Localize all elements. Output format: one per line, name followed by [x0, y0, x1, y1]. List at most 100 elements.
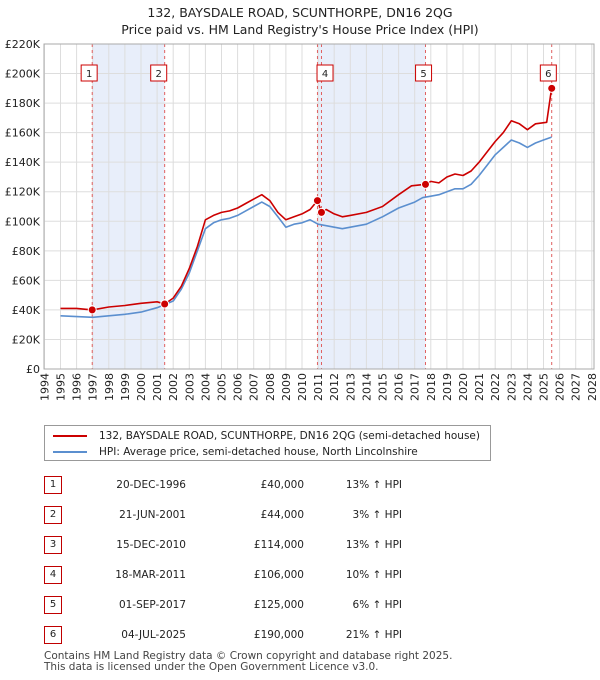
chart-badge-box [316, 64, 334, 82]
x-tick-label: 2015 [377, 373, 390, 401]
sale-number-badge: 5 [44, 596, 62, 614]
shaded-range [92, 44, 165, 369]
x-tick-label: 2006 [232, 373, 245, 401]
y-tick-label: £0 [26, 363, 40, 376]
y-tick-label: £120K [5, 186, 41, 199]
x-tick-label: 2007 [248, 373, 261, 401]
sale-number-badge: 4 [44, 566, 62, 584]
sale-number-badge: 2 [44, 506, 62, 524]
sale-number-badge: 3 [44, 536, 62, 554]
chart-badge-label: 2 [156, 69, 162, 80]
footer: Contains HM Land Registry data © Crown c… [44, 651, 452, 673]
x-tick-label: 2020 [457, 373, 470, 401]
sale-date: 04-JUL-2025 [121, 629, 186, 641]
sale-price: £125,000 [253, 599, 304, 611]
sale-date: 21-JUN-2001 [119, 509, 186, 521]
sale-marker [316, 207, 326, 217]
x-tick-label: 1996 [71, 373, 84, 401]
y-tick-label: £220K [5, 38, 41, 51]
sale-date: 20-DEC-1996 [116, 479, 186, 491]
legend-label-hpi: HPI: Average price, semi-detached house,… [99, 446, 418, 458]
x-tick-label: 2027 [570, 373, 583, 401]
chart-badge-label: 1 [86, 69, 92, 80]
y-tick-label: £20K [12, 333, 41, 346]
legend-item-hpi: HPI: Average price, semi-detached house,… [53, 444, 418, 460]
sale-marker [420, 179, 430, 189]
sale-marker [87, 305, 97, 315]
sale-date: 15-DEC-2010 [116, 539, 186, 551]
sale-price: £44,000 [260, 509, 304, 521]
x-tick-label: 2003 [183, 373, 196, 401]
sale-price: £190,000 [253, 629, 304, 641]
sale-number-badge: 1 [44, 476, 62, 494]
shaded-ranges [92, 44, 426, 369]
x-tick-label: 1998 [103, 373, 116, 401]
y-tick-label: £200K [5, 68, 41, 81]
sale-marker [160, 299, 170, 309]
x-tick-label: 2025 [538, 373, 551, 401]
x-tick-label: 2013 [344, 373, 357, 401]
sale-badges: 1 2 4 5 6 [80, 64, 557, 82]
x-tick-label: 2012 [328, 373, 341, 401]
legend-swatch-hpi [53, 451, 87, 453]
plot-border [43, 43, 595, 370]
table-row: 2 21-JUN-2001 £44,000 3% ↑ HPI [44, 506, 444, 526]
sale-price: £40,000 [260, 479, 304, 491]
x-tick-label: 2021 [473, 373, 486, 401]
x-tick-label: 2014 [360, 373, 373, 401]
table-row: 5 01-SEP-2017 £125,000 6% ↑ HPI [44, 596, 444, 616]
y-tick-label: £140K [5, 156, 41, 169]
table-row: 6 04-JUL-2025 £190,000 21% ↑ HPI [44, 626, 444, 646]
legend-swatch-property [53, 435, 87, 437]
x-tick-label: 2008 [264, 373, 277, 401]
chart-badge-box [150, 64, 168, 82]
x-tick-label: 2018 [425, 373, 438, 401]
sale-marker [547, 83, 557, 93]
y-tick-label: £160K [5, 127, 41, 140]
x-tick-label: 2011 [312, 373, 325, 401]
sale-marker [312, 196, 322, 206]
chart-badge-box [80, 64, 98, 82]
x-tick-label: 2024 [521, 373, 534, 401]
sale-hpi-diff: 13% ↑ HPI [345, 479, 402, 491]
x-tick-label: 2019 [441, 373, 454, 401]
sale-markers [87, 83, 557, 315]
x-tick-label: 1997 [87, 373, 100, 401]
table-row: 4 18-MAR-2011 £106,000 10% ↑ HPI [44, 566, 444, 586]
x-tick-label: 2010 [296, 373, 309, 401]
sale-hpi-diff: 21% ↑ HPI [345, 629, 402, 641]
footer-line1: Contains HM Land Registry data © Crown c… [44, 650, 453, 662]
chart-badge-box [539, 64, 557, 82]
hpi-line [60, 136, 552, 319]
sale-hpi-diff: 3% ↑ HPI [352, 509, 402, 521]
x-tick-label: 2017 [409, 373, 422, 401]
table-row: 3 15-DEC-2010 £114,000 13% ↑ HPI [44, 536, 444, 556]
legend-item-property: 132, BAYSDALE ROAD, SCUNTHORPE, DN16 2QG… [53, 428, 480, 444]
x-tick-labels: 1994 1995 1996 1997 1998 1999 2000 2001 2002 2003… [38, 373, 598, 401]
sale-vertical-lines [91, 44, 553, 369]
sale-hpi-diff: 6% ↑ HPI [352, 599, 402, 611]
sale-hpi-diff: 13% ↑ HPI [345, 539, 402, 551]
x-tick-label: 2023 [505, 373, 518, 401]
x-tick-label: 2000 [135, 373, 148, 401]
x-tick-label: 1999 [119, 373, 132, 401]
chart-title: 132, BAYSDALE ROAD, SCUNTHORPE, DN16 2QG… [0, 4, 600, 38]
legend: 132, BAYSDALE ROAD, SCUNTHORPE, DN16 2QG… [44, 425, 491, 461]
x-tick-label: 2004 [199, 373, 212, 401]
sale-number-badge: 6 [44, 626, 62, 644]
x-tick-label: 2028 [586, 373, 599, 401]
sale-date: 01-SEP-2017 [118, 599, 186, 611]
legend-label-property: 132, BAYSDALE ROAD, SCUNTHORPE, DN16 2QG… [99, 430, 480, 442]
sale-hpi-diff: 10% ↑ HPI [345, 569, 402, 581]
sale-date: 18-MAR-2011 [115, 569, 186, 581]
sale-price: £106,000 [253, 569, 304, 581]
y-tick-label: £180K [5, 97, 41, 110]
x-tick-label: 2005 [216, 373, 229, 401]
y-tick-labels: £0 £20K £40K £60K £80K £100K £120K £140K £160K £1… [5, 38, 41, 376]
sale-price: £114,000 [253, 539, 304, 551]
x-tick-label: 2002 [167, 373, 180, 401]
x-tick-label: 2022 [489, 373, 502, 401]
y-tick-label: £100K [5, 215, 41, 228]
x-tick-label: 2001 [151, 373, 164, 401]
